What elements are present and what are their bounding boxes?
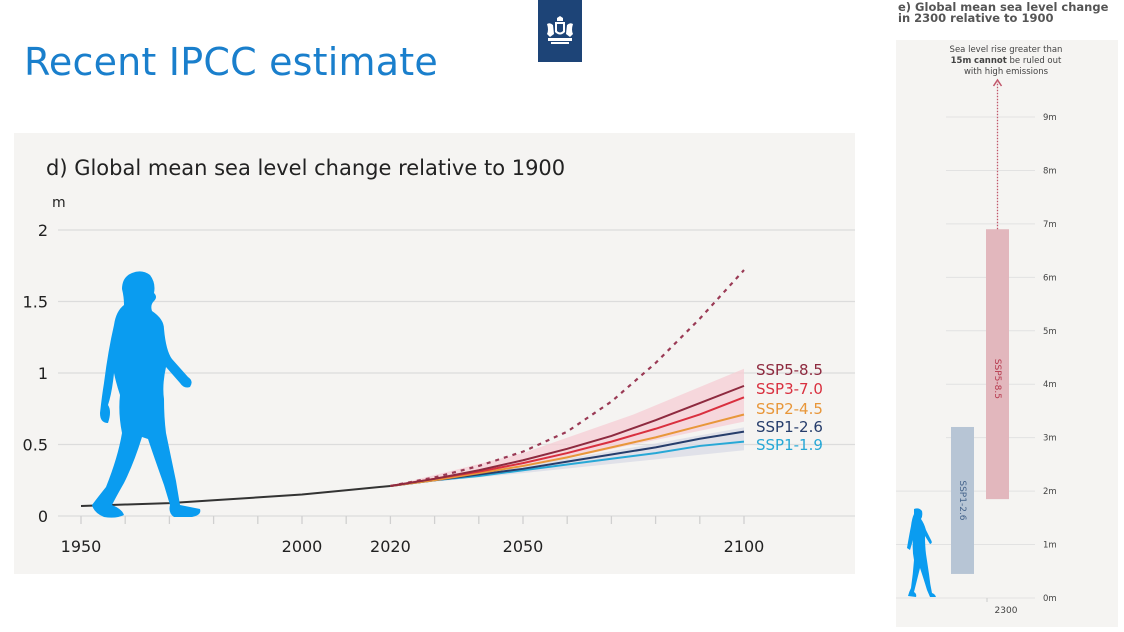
legend-entry: SSP3-7.0 bbox=[756, 380, 823, 398]
legend-entry: SSP5-8.5 bbox=[756, 361, 823, 379]
series-line-ssp5-85 bbox=[390, 384, 745, 487]
bar-ssp5-85 bbox=[986, 229, 1009, 500]
series-line-ssp2-45 bbox=[390, 413, 745, 487]
sea-level-2300-chart: Sea level rise greater than 15m cannot b… bbox=[896, 45, 1063, 616]
annotation-15m: 15m bbox=[951, 56, 972, 66]
y-tick-label: 2 bbox=[38, 221, 48, 240]
y-tick-label: 8m bbox=[1043, 166, 1057, 176]
legend-entry: SSP1-2.6 bbox=[756, 418, 823, 436]
y-tick-label: 1 bbox=[38, 364, 48, 383]
x-tick-label: 2050 bbox=[503, 537, 544, 556]
y-tick-label: 7m bbox=[1043, 220, 1057, 230]
y-tick-label: 2m bbox=[1043, 487, 1057, 497]
annotation-line-2: 15m cannot be ruled out bbox=[951, 56, 1062, 66]
x-tick-label: 2100 bbox=[724, 537, 765, 556]
human-silhouette-icon bbox=[92, 271, 201, 518]
y-tick-label: 4m bbox=[1043, 380, 1057, 390]
y-tick-label: 9m bbox=[1043, 113, 1057, 123]
sea-level-2300-panel: Sea level rise greater than 15m cannot b… bbox=[896, 40, 1118, 627]
annotation-ruled-out: be ruled out bbox=[1010, 56, 1062, 66]
slide-title: Recent IPCC estimate bbox=[24, 40, 438, 84]
likely-range-band bbox=[390, 427, 744, 486]
legend-entry: SSP1-1.9 bbox=[756, 436, 823, 454]
x-tick-label: 1950 bbox=[61, 537, 102, 556]
x-tick-label-2300: 2300 bbox=[995, 606, 1018, 616]
bar-ssp1-26 bbox=[951, 426, 974, 574]
x-tick-label: 2000 bbox=[282, 537, 323, 556]
arrow-up-icon bbox=[992, 78, 1003, 87]
y-tick-label: 1m bbox=[1043, 541, 1057, 551]
legend-entry: SSP2-4.5 bbox=[756, 400, 823, 418]
y-tick-label: 5m bbox=[1043, 327, 1057, 337]
annotation-line-1: Sea level rise greater than bbox=[950, 45, 1063, 55]
government-logo bbox=[538, 0, 582, 62]
chart-title: d) Global mean sea level change relative… bbox=[46, 156, 565, 180]
y-tick-label: 3m bbox=[1043, 434, 1057, 444]
sea-level-chart-panel: d) Global mean sea level change relative… bbox=[14, 133, 855, 574]
y-tick-label: 0 bbox=[38, 507, 48, 526]
likely-range-band bbox=[390, 368, 744, 486]
annotation-cannot: cannot bbox=[974, 56, 1007, 66]
panel-e-title: e) Global mean sea level change in 2300 … bbox=[898, 0, 1109, 25]
y-tick-label: 0.5 bbox=[23, 436, 48, 455]
sea-level-chart: d) Global mean sea level change relative… bbox=[23, 156, 855, 556]
bar-label: SSP5-8.5 bbox=[992, 359, 1002, 399]
x-tick-label: 2020 bbox=[370, 537, 411, 556]
human-silhouette-small-icon bbox=[907, 508, 936, 597]
annotation-line-3: with high emissions bbox=[964, 67, 1049, 77]
historical-line bbox=[80, 484, 391, 507]
bar-label: SSP1-2.6 bbox=[957, 480, 967, 520]
coat-of-arms-icon bbox=[547, 16, 573, 44]
y-tick-label: 0m bbox=[1043, 594, 1057, 604]
y-tick-label: 1.5 bbox=[23, 293, 48, 312]
y-axis-unit-label: m bbox=[52, 195, 66, 211]
y-tick-label: 6m bbox=[1043, 273, 1057, 283]
